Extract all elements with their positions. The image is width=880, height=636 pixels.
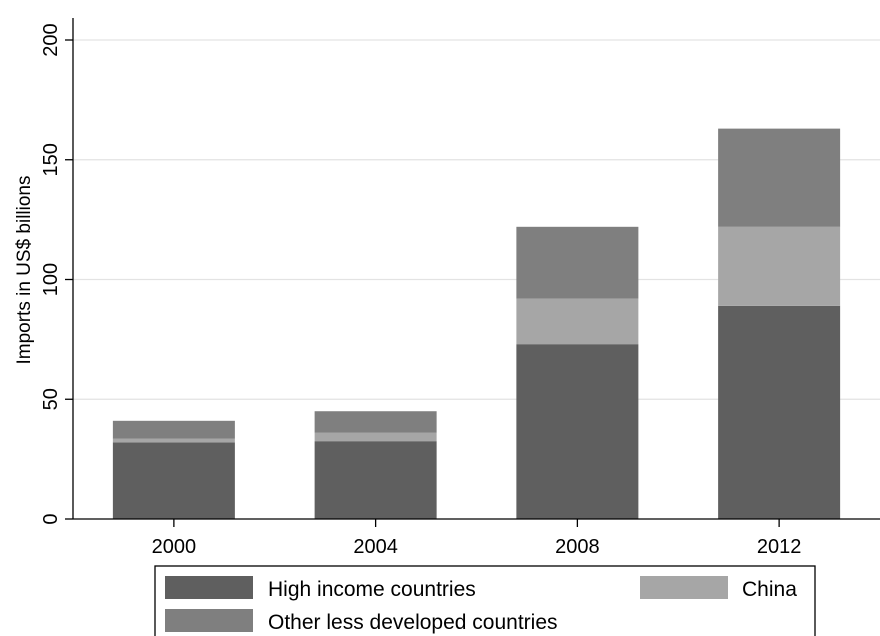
axes	[72, 18, 880, 520]
bars	[112, 128, 841, 519]
y-axis-title: Imports in US$ billions	[14, 175, 35, 364]
bar-2012-series-0	[718, 305, 841, 519]
bar-2000-series-2	[112, 420, 235, 439]
bar-stack-2000	[112, 420, 235, 519]
legend-frame	[154, 565, 816, 636]
x-tick-label: 2008	[555, 536, 600, 558]
bar-2008-series-1	[516, 298, 639, 345]
bar-2000-series-1	[112, 438, 235, 443]
legend-label-2: Other less developed countries	[268, 611, 558, 634]
bar-2012-series-1	[718, 226, 841, 306]
bar-stack-2012	[718, 128, 841, 519]
legend-label-1: China	[742, 578, 797, 601]
bar-2004-series-0	[314, 441, 437, 519]
y-tick-label: 150	[40, 143, 62, 176]
bar-2008-series-2	[516, 226, 639, 299]
legend-swatch-1	[640, 576, 728, 599]
x-tick-label: 2004	[353, 536, 398, 558]
legend-label-0: High income countries	[268, 578, 476, 601]
y-tick-label: 0	[40, 513, 62, 524]
legend: High income countries China Other less dev…	[154, 565, 816, 636]
bar-stack-2004	[314, 411, 437, 519]
bar-2004-series-1	[314, 432, 437, 442]
legend-swatch-0	[165, 576, 253, 599]
y-tick-label: 100	[40, 263, 62, 296]
bar-2004-series-2	[314, 411, 437, 433]
bar-2008-series-0	[516, 344, 639, 519]
y-tick-label: 200	[40, 23, 62, 56]
x-tick-label: 2000	[152, 536, 197, 558]
y-ticks: 0 50 100 150 200	[40, 23, 73, 525]
legend-swatch-2	[165, 609, 253, 632]
x-tick-label: 2012	[757, 536, 802, 558]
bar-2000-series-0	[112, 442, 235, 519]
bar-stack-2008	[516, 226, 639, 519]
y-tick-label: 50	[40, 388, 62, 410]
bar-2012-series-2	[718, 128, 841, 227]
x-ticks: 2000 2004 2008 2012	[152, 519, 802, 558]
